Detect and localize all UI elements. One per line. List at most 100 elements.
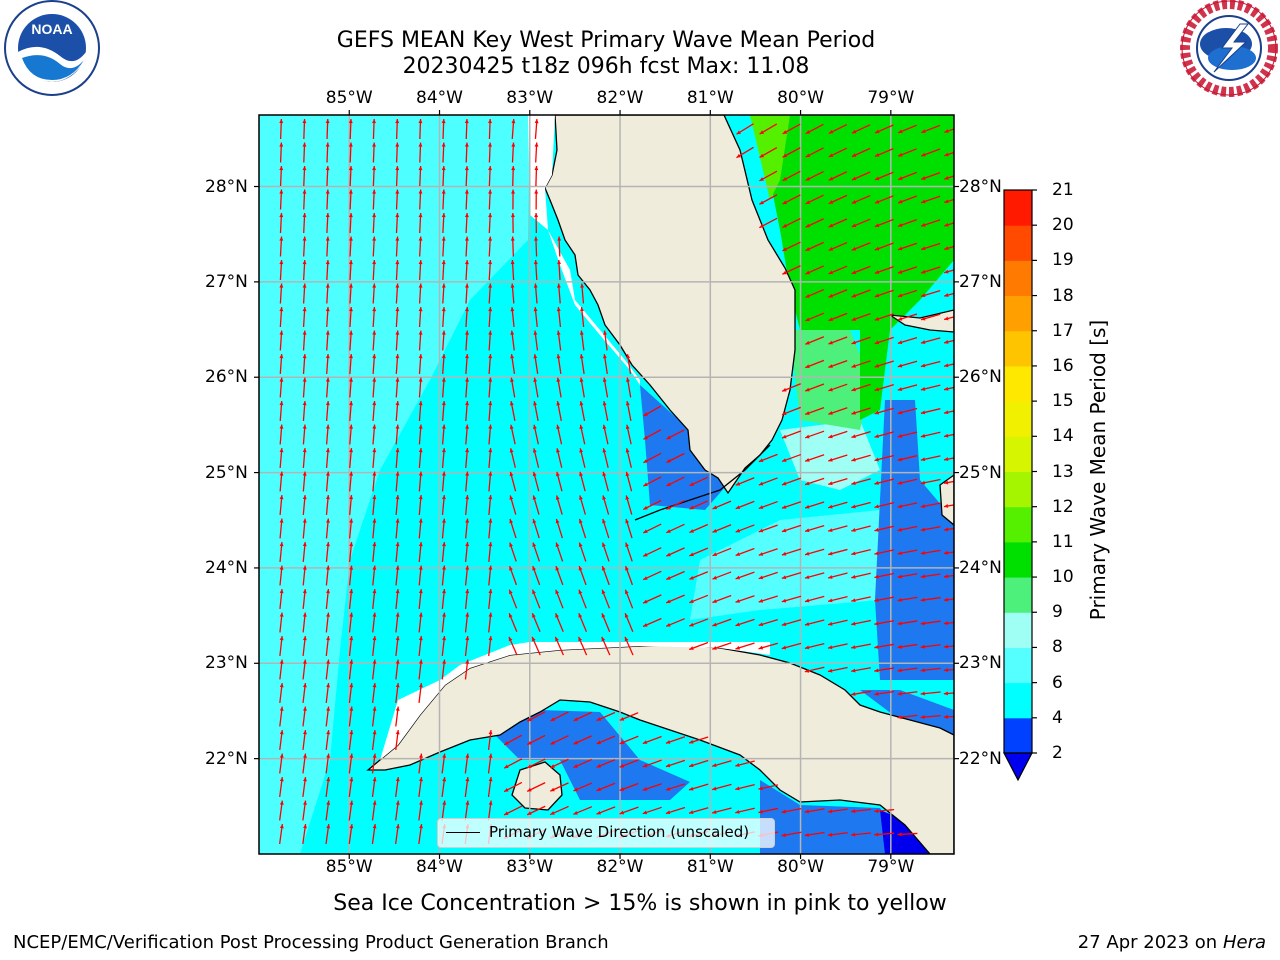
wave-arrow: [395, 212, 400, 234]
wave-arrow: [920, 431, 941, 438]
wave-arrow: [827, 832, 848, 837]
wave-arrow: [531, 589, 541, 609]
lat-label-right: 22°N: [959, 748, 1002, 769]
lat-label-left: 26°N: [205, 367, 248, 388]
wave-arrow: [828, 312, 848, 322]
lat-label-left: 24°N: [205, 557, 248, 578]
wave-arrow: [897, 124, 917, 134]
wave-arrow: [533, 330, 539, 351]
wave-arrow: [804, 430, 825, 439]
wave-arrow: [509, 471, 517, 492]
wave-arrow: [601, 542, 610, 562]
wave-arrow: [804, 831, 825, 837]
wave-arrow: [279, 753, 284, 774]
wave-arrow: [626, 354, 632, 374]
wave-arrow: [874, 360, 894, 368]
wave-arrow: [556, 424, 563, 445]
wave-arrow: [503, 805, 523, 816]
colorbar-tick-label: 18: [1052, 285, 1074, 306]
wave-arrow: [464, 212, 469, 234]
lat-label-right: 27°N: [959, 271, 1002, 292]
wave-arrow: [464, 236, 469, 257]
wave-arrow: [920, 526, 941, 532]
wave-arrow: [689, 476, 708, 487]
wave-arrow: [619, 735, 639, 745]
wave-arrow: [465, 471, 470, 492]
wave-arrow: [781, 831, 802, 837]
wave-arrow: [758, 807, 779, 814]
wave-arrow: [556, 306, 562, 328]
wave-arrow: [325, 541, 330, 563]
wave-arrow: [488, 447, 493, 469]
wave-arrow: [395, 330, 400, 351]
wave-arrow: [534, 118, 539, 140]
wave-arrow: [550, 782, 569, 792]
wave-arrow: [372, 330, 377, 351]
wave-arrow: [580, 283, 585, 304]
wave-arrow: [642, 523, 662, 534]
wave-arrow: [488, 400, 493, 422]
wave-arrow: [302, 588, 307, 610]
wave-arrow: [441, 565, 446, 586]
wave-arrow: [279, 400, 284, 422]
wave-arrow: [735, 760, 755, 767]
wave-arrow: [279, 777, 284, 797]
wave-arrow: [531, 636, 541, 656]
period-region-6-8-east: [690, 510, 880, 620]
wave-arrow: [279, 259, 284, 281]
wave-arrow: [601, 613, 611, 632]
chart-title-line1: GEFS MEAN Key West Primary Wave Mean Per…: [336, 28, 876, 53]
wave-arrow: [465, 518, 470, 539]
wave-arrow: [735, 571, 755, 580]
colorbar-segment: [1004, 647, 1032, 684]
wave-arrow: [874, 147, 894, 158]
wave-arrow: [781, 571, 802, 580]
wave-arrow: [464, 142, 469, 163]
wave-arrow: [395, 377, 400, 398]
wave-arrow: [510, 330, 515, 351]
wave-arrow: [348, 212, 353, 234]
wave-arrow: [805, 218, 824, 228]
wave-arrow: [920, 620, 941, 626]
wave-arrow: [464, 659, 470, 680]
wave-arrow: [625, 471, 633, 492]
wave-arrow: [279, 142, 284, 163]
wave-arrow: [348, 236, 353, 257]
wave-arrow: [371, 777, 377, 797]
colorbar-tick-label: 4: [1052, 707, 1063, 728]
wave-arrow: [465, 447, 470, 469]
wave-arrow: [920, 266, 941, 274]
wave-arrow: [488, 635, 493, 657]
wave-arrow: [464, 800, 470, 821]
wave-arrow: [624, 613, 634, 632]
wave-arrow: [487, 753, 493, 774]
wave-arrow: [418, 682, 423, 704]
lat-label-right: 26°N: [959, 367, 1002, 388]
chart-title-line2: 20230425 t18z 096h fcst Max: 11.08: [402, 54, 810, 79]
wave-arrow: [712, 618, 732, 627]
wave-arrow: [828, 265, 848, 275]
wave-arrow: [643, 452, 662, 464]
wave-arrow: [805, 383, 825, 392]
wave-arrow: [550, 758, 569, 769]
wave-arrow: [557, 236, 562, 257]
wave-arrow: [348, 612, 354, 633]
wave-arrow: [601, 636, 611, 656]
lon-label-bottom: 81°W: [686, 857, 734, 877]
wave-arrow: [851, 667, 871, 673]
wave-arrow: [279, 212, 284, 234]
wave-arrow: [556, 283, 561, 304]
wave-arrow: [805, 359, 825, 369]
wave-arrow: [395, 777, 400, 797]
wave-arrow: [851, 265, 871, 275]
lon-label-bottom: 80°W: [777, 857, 825, 877]
wave-arrow: [550, 711, 569, 722]
wave-arrow: [509, 448, 516, 468]
wave-arrow: [712, 594, 732, 604]
lat-label-left: 22°N: [205, 748, 248, 769]
wave-arrow: [511, 118, 516, 140]
wave-arrow: [418, 259, 423, 281]
wave-arrow: [851, 124, 871, 134]
wave-arrow: [758, 595, 778, 603]
wave-arrow: [532, 495, 540, 515]
